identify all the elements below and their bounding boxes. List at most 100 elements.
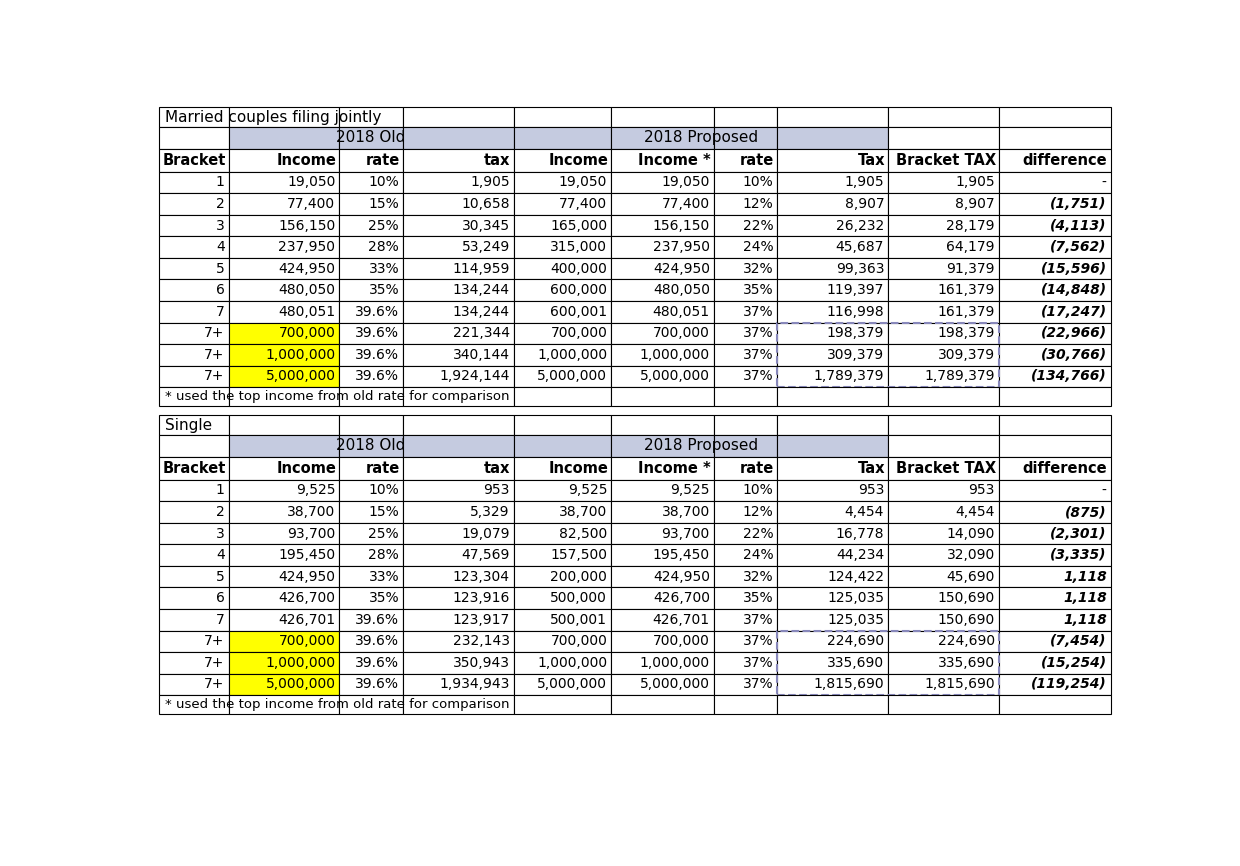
Bar	[777, 193, 888, 215]
Bar	[513, 149, 611, 171]
Text: (119,254): (119,254)	[1030, 677, 1107, 691]
Bar	[228, 501, 340, 523]
Bar	[714, 415, 777, 435]
Text: (875): (875)	[1065, 505, 1107, 519]
Text: rate: rate	[366, 461, 399, 475]
Bar	[998, 344, 1111, 365]
Bar	[611, 501, 714, 523]
Bar	[228, 344, 340, 365]
Bar	[777, 609, 888, 630]
Text: 480,050: 480,050	[279, 283, 336, 297]
Text: 9,525: 9,525	[296, 483, 336, 497]
Text: 32,090: 32,090	[946, 548, 994, 562]
Text: 1,924,144: 1,924,144	[439, 370, 510, 384]
Text: 6: 6	[216, 591, 224, 605]
Bar	[513, 193, 611, 215]
Text: difference: difference	[1023, 461, 1107, 475]
Bar	[777, 301, 888, 323]
Bar	[888, 171, 998, 193]
Text: 426,700: 426,700	[279, 591, 336, 605]
Text: 7: 7	[216, 305, 224, 319]
Bar	[340, 480, 403, 501]
Text: 32%: 32%	[743, 570, 774, 584]
Bar	[228, 127, 340, 149]
Bar	[403, 587, 513, 609]
Text: 10%: 10%	[743, 176, 774, 190]
Bar	[340, 456, 403, 480]
Bar	[159, 587, 228, 609]
Bar	[777, 387, 888, 406]
Text: -: -	[1102, 483, 1107, 497]
Bar	[777, 480, 888, 501]
Text: 123,916: 123,916	[453, 591, 510, 605]
Text: -: -	[1102, 176, 1107, 190]
Text: 22%: 22%	[743, 527, 774, 540]
Text: 2: 2	[216, 197, 224, 211]
Bar	[777, 456, 888, 480]
Bar	[340, 323, 403, 344]
Bar	[888, 630, 998, 652]
Text: 5,000,000: 5,000,000	[640, 677, 709, 691]
Text: 4,454: 4,454	[956, 505, 994, 519]
Bar	[340, 545, 403, 565]
Bar	[998, 149, 1111, 171]
Text: 19,050: 19,050	[661, 176, 709, 190]
Bar	[513, 258, 611, 280]
Bar	[403, 301, 513, 323]
Text: Income *: Income *	[637, 152, 711, 168]
Text: 5,000,000: 5,000,000	[537, 370, 608, 384]
Text: 150,690: 150,690	[937, 591, 994, 605]
Bar	[403, 236, 513, 258]
Text: 22%: 22%	[743, 218, 774, 233]
Bar	[888, 280, 998, 301]
Bar	[513, 107, 611, 127]
Bar	[340, 215, 403, 236]
Bar	[403, 344, 513, 365]
Bar	[611, 193, 714, 215]
Text: 480,051: 480,051	[652, 305, 709, 319]
Bar	[513, 236, 611, 258]
Text: 3: 3	[216, 218, 224, 233]
Text: 2018 Proposed: 2018 Proposed	[644, 438, 758, 453]
Bar	[159, 456, 228, 480]
Text: 700,000: 700,000	[653, 326, 709, 340]
Text: 1,789,379: 1,789,379	[924, 370, 994, 384]
Bar	[159, 674, 228, 695]
Bar	[998, 215, 1111, 236]
Text: 4,454: 4,454	[844, 505, 884, 519]
Text: 1,000,000: 1,000,000	[265, 656, 336, 670]
Text: 19,050: 19,050	[288, 176, 336, 190]
Bar	[714, 565, 777, 587]
Bar	[777, 258, 888, 280]
Text: 6: 6	[216, 283, 224, 297]
Text: 39.6%: 39.6%	[355, 613, 399, 627]
Text: 19,050: 19,050	[559, 176, 608, 190]
Bar	[340, 587, 403, 609]
Bar	[611, 215, 714, 236]
Text: 38,700: 38,700	[559, 505, 608, 519]
Bar	[888, 480, 998, 501]
Bar	[228, 523, 340, 545]
Bar	[777, 365, 888, 387]
Bar	[159, 149, 228, 171]
Text: 195,450: 195,450	[652, 548, 709, 562]
Text: 165,000: 165,000	[551, 218, 608, 233]
Text: 124,422: 124,422	[827, 570, 884, 584]
Bar	[611, 456, 714, 480]
Bar	[611, 149, 714, 171]
Bar	[888, 193, 998, 215]
Text: 480,050: 480,050	[652, 283, 709, 297]
Bar	[513, 215, 611, 236]
Text: 25%: 25%	[368, 218, 399, 233]
Text: 38,700: 38,700	[662, 505, 709, 519]
Bar	[714, 344, 777, 365]
Text: 1,118: 1,118	[1063, 613, 1107, 627]
Text: (15,596): (15,596)	[1040, 262, 1107, 275]
Bar	[888, 415, 998, 435]
Bar	[159, 565, 228, 587]
Text: 500,001: 500,001	[551, 613, 608, 627]
Bar	[513, 565, 611, 587]
Bar	[403, 609, 513, 630]
Bar	[998, 456, 1111, 480]
Text: 9,525: 9,525	[568, 483, 608, 497]
